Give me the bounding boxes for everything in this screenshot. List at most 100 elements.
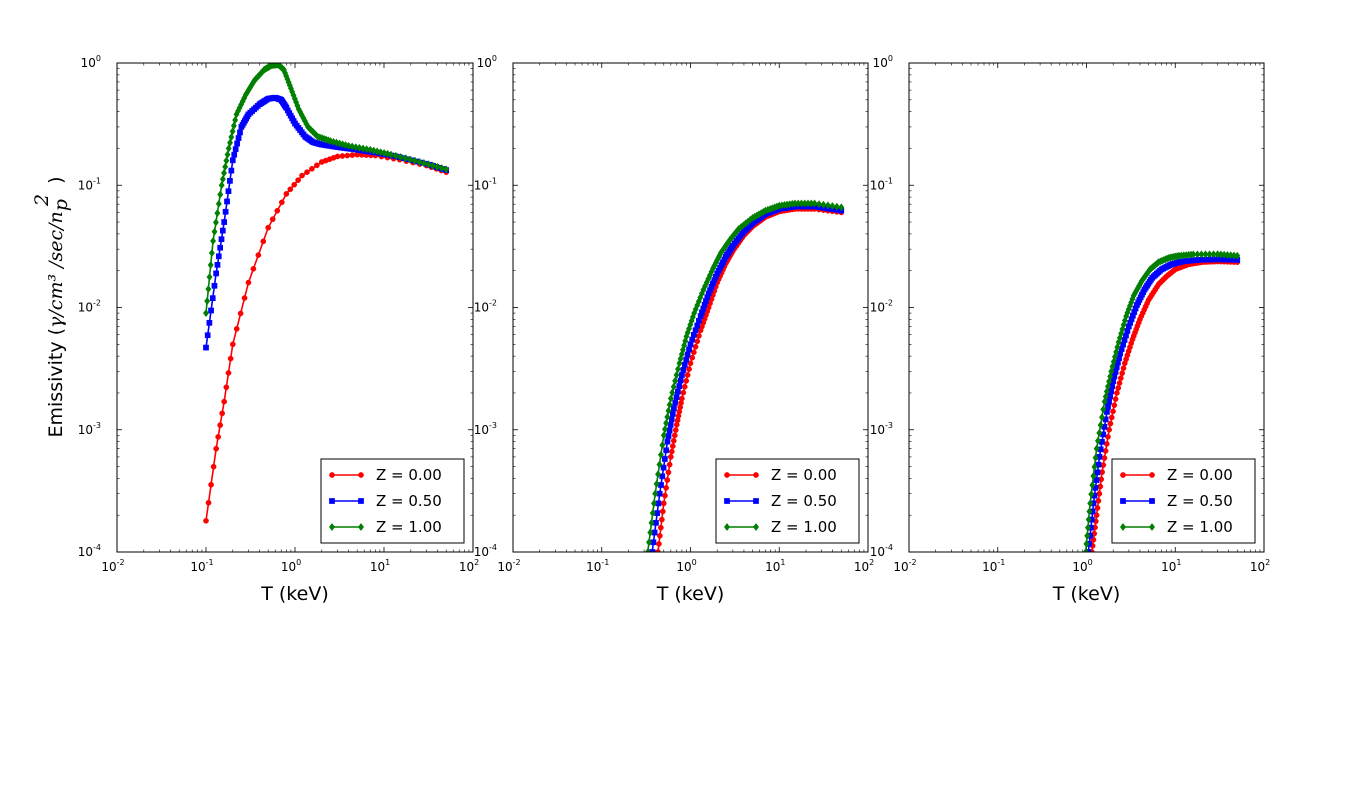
data-point <box>1082 547 1089 552</box>
data-point <box>392 151 399 160</box>
data-point <box>1094 469 1101 476</box>
data-point <box>820 200 827 209</box>
legend-marker <box>753 498 759 504</box>
legend-marker <box>357 522 365 532</box>
data-point <box>1202 250 1209 259</box>
data-point <box>287 186 294 193</box>
legend-label: Z = 1.00 <box>771 518 837 536</box>
x-tick-base: 10 <box>1250 560 1265 574</box>
data-point <box>1106 426 1113 433</box>
plot-frame <box>116 62 474 553</box>
data-point <box>420 159 427 168</box>
data-point <box>1103 387 1110 396</box>
y-tick-exponent: 0 <box>888 54 893 63</box>
data-point <box>648 518 655 527</box>
data-point <box>208 248 215 258</box>
data-point <box>206 273 213 282</box>
data-point <box>206 320 213 326</box>
legend-marker <box>1149 498 1155 504</box>
data-point <box>661 425 668 434</box>
data-point <box>686 346 692 353</box>
data-point <box>241 295 248 301</box>
data-point <box>663 485 669 491</box>
y-tick-base: 10 <box>81 56 96 70</box>
data-point <box>227 355 234 362</box>
x-tick-label: 102 <box>854 558 874 574</box>
data-point <box>209 295 216 301</box>
data-point <box>645 538 653 547</box>
data-point <box>1101 397 1108 406</box>
y-tick-base: 10 <box>474 301 489 315</box>
x-tick-label: 100 <box>281 558 301 574</box>
data-point <box>203 517 209 524</box>
data-point <box>677 377 684 384</box>
y-tick-base: 10 <box>78 545 93 559</box>
legend-marker <box>1149 472 1155 478</box>
data-point <box>686 366 692 372</box>
data-point <box>349 142 356 151</box>
data-point <box>334 153 341 160</box>
data-point <box>231 151 238 158</box>
data-point <box>662 456 668 462</box>
x-tick-exponent: 0 <box>692 558 697 567</box>
data-point <box>203 344 209 351</box>
data-point <box>670 382 677 391</box>
x-tick-exponent: -2 <box>117 558 125 567</box>
data-point <box>213 270 219 277</box>
plot-frame <box>512 62 869 553</box>
legend-label: Z = 1.00 <box>376 518 442 536</box>
data-point <box>356 143 363 152</box>
y-tick-exponent: -2 <box>489 299 497 308</box>
x-tick-base: 10 <box>1072 560 1087 574</box>
data-point <box>696 317 702 324</box>
data-point <box>232 116 239 125</box>
data-point <box>657 532 663 539</box>
x-tick-exponent: 2 <box>474 558 479 567</box>
data-point <box>229 157 236 164</box>
data-point <box>1120 365 1127 372</box>
x-tick-label: 10-1 <box>190 558 213 574</box>
data-point <box>207 261 214 270</box>
legend-label: Z = 1.00 <box>1167 518 1233 536</box>
data-point <box>212 218 219 227</box>
data-point <box>213 445 219 452</box>
data-point <box>211 282 218 289</box>
y-axis-title: Emissivity (γ/cm³ /sec/np2 ) <box>31 176 72 437</box>
data-point <box>1100 405 1107 414</box>
data-point <box>694 338 701 345</box>
data-point <box>314 162 320 169</box>
y-tick-base: 10 <box>870 178 885 192</box>
data-point <box>681 361 688 368</box>
data-point <box>665 406 672 415</box>
data-point <box>1115 385 1122 391</box>
data-point <box>214 262 221 268</box>
y-tick-label: 100 <box>81 54 101 70</box>
plot-area <box>644 199 845 552</box>
data-point <box>219 410 226 417</box>
legend-label: Z = 0.00 <box>771 466 837 484</box>
data-point <box>1105 403 1111 410</box>
y-tick-label: 10-2 <box>870 299 893 315</box>
data-point <box>227 178 233 184</box>
data-point <box>681 341 688 350</box>
x-axis-title: T (keV) <box>260 583 328 605</box>
data-point <box>215 199 222 208</box>
data-point <box>668 416 675 423</box>
data-point <box>669 388 676 397</box>
data-point <box>219 227 226 234</box>
x-tick-exponent: 2 <box>1265 558 1270 567</box>
y-tick-label: 10-3 <box>78 421 101 437</box>
data-point <box>265 224 272 231</box>
data-point <box>672 399 679 406</box>
data-point <box>687 341 694 348</box>
data-point <box>438 164 445 173</box>
x-tick-label: 101 <box>765 558 785 574</box>
data-point <box>217 190 224 199</box>
x-tick-base: 10 <box>893 560 908 574</box>
y-tick-exponent: -1 <box>93 176 101 185</box>
data-point <box>397 153 404 162</box>
data-point <box>233 326 240 332</box>
